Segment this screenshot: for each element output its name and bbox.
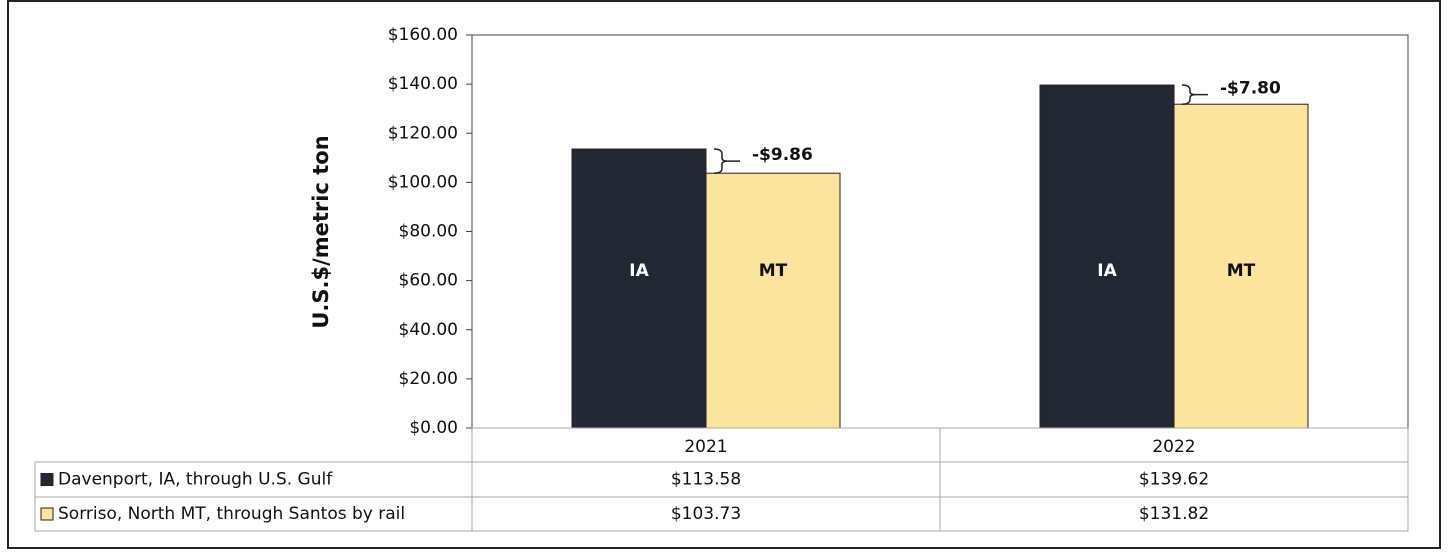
difference-brace [1181,84,1208,105]
y-axis-label: U.S.$/metric ton [309,135,333,328]
legend-label: Sorriso, North MT, through Santos by rai… [58,504,405,524]
y-tick-label: $80.00 [399,222,458,242]
bar [1173,103,1309,429]
table-row [34,496,1409,532]
y-tick-label: $0.00 [409,418,458,438]
table-cell: $139.62 [1139,470,1209,490]
difference-brace [713,148,740,174]
legend-swatch [40,473,54,486]
difference-label: -$7.80 [1220,79,1281,99]
legend-swatch [40,507,54,521]
y-tick-label: $140.00 [388,74,458,94]
table-header: 2022 [1152,437,1195,457]
bar [705,172,841,429]
table-cell: $103.73 [671,504,741,524]
y-tick-label: $40.00 [399,320,458,340]
bar-label: IA [629,261,649,281]
y-tick-label: $60.00 [399,271,458,291]
table-header: 2021 [684,437,727,457]
y-tick-label: $120.00 [388,123,458,143]
bar [1039,84,1175,429]
legend-label: Davenport, IA, through U.S. Gulf [58,470,333,490]
table-cell: $131.82 [1139,504,1209,524]
table-cell: $113.58 [671,470,741,490]
y-tick-label: $100.00 [388,172,458,192]
y-tick-label: $20.00 [399,369,458,389]
bar-label: MT [759,261,788,281]
bar-label: MT [1227,261,1256,281]
difference-label: -$9.86 [752,145,813,165]
bar-label: IA [1097,261,1117,281]
y-tick-label: $160.00 [388,25,458,45]
bar [571,148,707,429]
